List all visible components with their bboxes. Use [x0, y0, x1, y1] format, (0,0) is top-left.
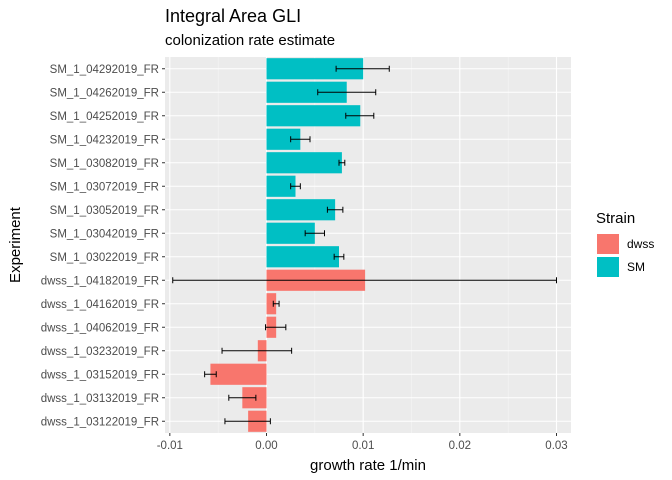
- error-bar-SM_1_03052019_FR: [326, 206, 344, 213]
- y-tick-label: dwss_1_03132019_FR: [41, 393, 159, 405]
- legend-title: Strain: [596, 210, 635, 227]
- bar-SM_1_04232019_FR: [266, 128, 301, 150]
- y-tick-label: SM_1_03022019_FR: [50, 252, 159, 264]
- y-tick-label: dwss_1_04062019_FR: [41, 322, 159, 334]
- legend-swatch-dwss: [597, 234, 619, 254]
- y-tick-label: SM_1_03042019_FR: [50, 228, 159, 240]
- error-bar-SM_1_04262019_FR: [317, 89, 377, 96]
- y-tick-label: SM_1_04252019_FR: [50, 111, 159, 123]
- bar-SM_1_03042019_FR: [266, 222, 315, 244]
- bar-SM_1_03022019_FR: [266, 246, 339, 268]
- error-bar-SM_1_04232019_FR: [290, 136, 311, 143]
- error-bar-dwss_1_04062019_FR: [265, 324, 287, 331]
- error-bar-dwss_1_04162019_FR: [272, 300, 280, 307]
- y-tick-label: dwss_1_03122019_FR: [41, 416, 159, 428]
- error-bar-dwss_1_03152019_FR: [204, 371, 217, 378]
- bar-dwss_1_03152019_FR: [210, 363, 267, 385]
- y-tick-label: dwss_1_03152019_FR: [41, 369, 159, 381]
- chart-title: Integral Area GLI: [165, 6, 301, 26]
- error-bar-dwss_1_03232019_FR: [221, 347, 293, 354]
- y-tick-label: SM_1_04262019_FR: [50, 87, 159, 99]
- bar-SM_1_03082019_FR: [266, 152, 342, 174]
- y-tick-label: SM_1_04232019_FR: [50, 134, 159, 146]
- bar-SM_1_04262019_FR: [266, 81, 347, 103]
- y-tick-label: dwss_1_04182019_FR: [41, 275, 159, 287]
- error-bar-SM_1_03072019_FR: [290, 183, 301, 190]
- bars: [210, 58, 366, 432]
- error-bar-dwss_1_03122019_FR: [224, 418, 271, 425]
- error-bar-SM_1_04252019_FR: [345, 112, 375, 119]
- x-axis-title: growth rate 1/min: [310, 457, 426, 474]
- error-bar-SM_1_03082019_FR: [338, 159, 346, 166]
- x-tick-label: 0.00: [255, 440, 277, 452]
- y-tick-label: SM_1_04292019_FR: [50, 64, 159, 76]
- y-tick-label: SM_1_03052019_FR: [50, 205, 159, 217]
- error-bar-SM_1_03022019_FR: [333, 253, 345, 260]
- x-tick-label: 0.02: [449, 440, 471, 452]
- error-bars: [172, 65, 557, 425]
- x-tick-label: -0.01: [157, 440, 183, 452]
- bar-dwss_1_04162019_FR: [266, 293, 277, 315]
- x-axis-ticks: -0.01 0.00 0.01 0.02 0.03: [157, 433, 568, 452]
- y-tick-label: dwss_1_03232019_FR: [41, 346, 159, 358]
- legend: Strain dwss SM: [596, 210, 654, 277]
- legend-swatch-sm: [597, 257, 619, 277]
- error-bar-SM_1_03042019_FR: [304, 230, 325, 237]
- error-bar-SM_1_04292019_FR: [335, 65, 390, 72]
- error-bar-dwss_1_03132019_FR: [228, 394, 257, 401]
- x-tick-label: 0.03: [545, 440, 567, 452]
- legend-label-dwss: dwss: [627, 237, 654, 251]
- x-tick-label: 0.01: [352, 440, 374, 452]
- error-bar-dwss_1_04182019_FR: [172, 277, 557, 284]
- y-tick-label: SM_1_03082019_FR: [50, 158, 159, 170]
- y-axis-title: Experiment: [7, 206, 24, 283]
- y-axis-ticks: SM_1_04292019_FR SM_1_04262019_FR SM_1_042…: [41, 64, 165, 428]
- bar-SM_1_03072019_FR: [266, 175, 296, 197]
- y-tick-label: SM_1_03072019_FR: [50, 181, 159, 193]
- bar-SM_1_03052019_FR: [266, 199, 336, 221]
- y-tick-label: dwss_1_04162019_FR: [41, 299, 159, 311]
- legend-label-sm: SM: [627, 260, 645, 274]
- chart-subtitle: colonization rate estimate: [165, 32, 335, 49]
- bar-SM_1_04292019_FR: [266, 58, 364, 80]
- bar-SM_1_04252019_FR: [266, 105, 361, 127]
